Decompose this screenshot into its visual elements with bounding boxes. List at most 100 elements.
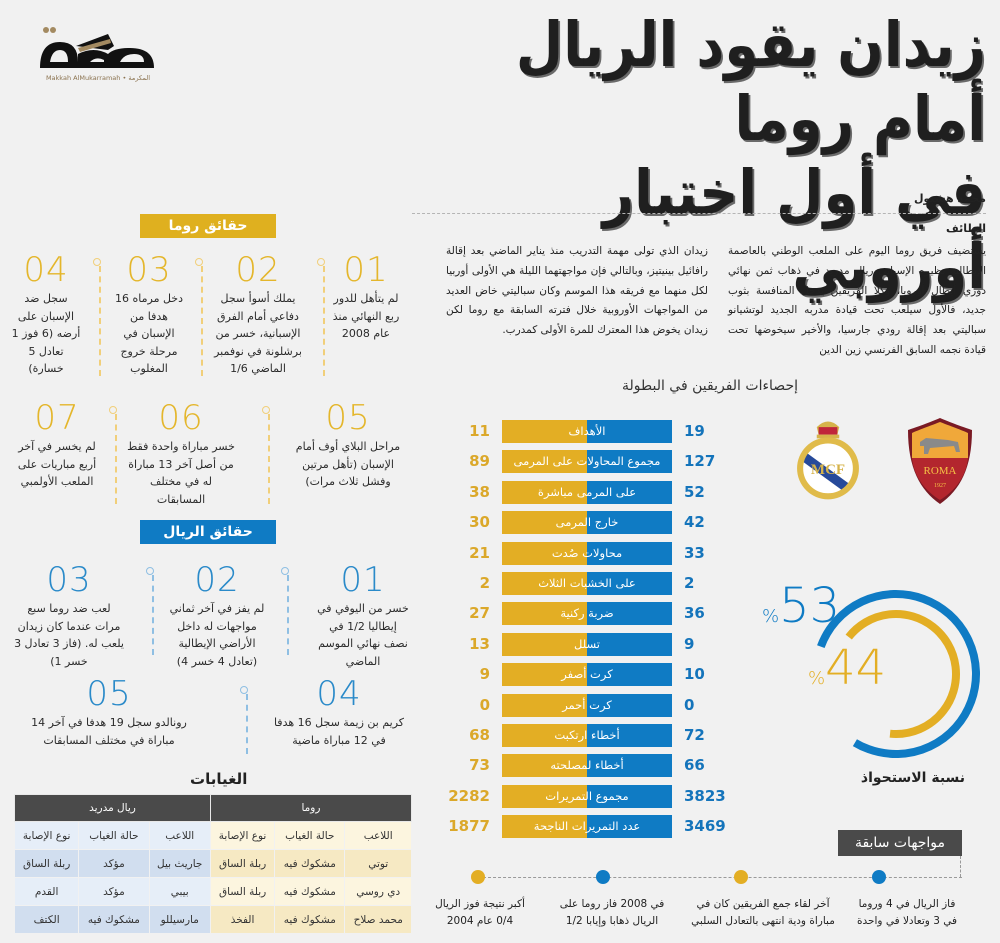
logo-tagline: Makkah AlMukarramah • المكرمة [45,74,151,82]
article-column-2: زيدان الذي تولى مهمة التدريب منذ يناير ا… [446,245,708,337]
stat-row: كرت أصفر 10 9 [0,663,1000,687]
fact-number: 04 [23,250,69,290]
stat-bar [502,602,672,626]
stat-bar [502,754,672,778]
previous-meeting-1: فاز الريال في 4 وروما في 3 وتعادلا في وا… [857,898,957,927]
stat-label: على المرمى مباشرة [537,484,637,499]
table-row: توتي مشكوك فيه ربلة الساق جاريث بيل مؤكد… [13,849,412,878]
timeline-pin [107,406,117,504]
connector-line [960,856,961,877]
roma-fact-01: 01 لم يتأهل للدور ربع النهائي منذ عام 20… [326,252,406,343]
table-cell: ربلة الساق [209,877,276,906]
table-cell: الفخذ [209,905,276,934]
stat-value-roma: 36 [684,604,705,623]
table-cell: ربلة الساق [13,849,80,878]
possession-label: نسبة الاستحواذ [860,770,966,786]
stat-label: أخطاء ارتكبت [554,728,620,742]
fact-text: لم يفز في آخر ثماني مواجهات له داخل الأر… [169,602,265,668]
fact-text: رونالدو سجل 19 هدفا في آخر 14 مباراة في … [31,716,187,747]
column-header: حالة الغياب [78,821,150,850]
stat-label: تسلل [574,636,600,651]
fact-text: دخل مرماه 16 هدفا من الإسبان في مرحلة خر… [115,292,183,375]
table-cell: مؤكد [78,849,150,878]
stat-row: مجموع التمريرات 3823 2282 [0,784,1000,808]
stat-label: ضربة ركنية [560,606,614,621]
timeline-pin [315,258,325,376]
stat-bar [502,693,672,717]
roma-fact-02: 02 يملك أسوأ سجل دفاعي أمام الفرق الإسبا… [212,252,304,378]
fact-text: خسر من اليوفي في إيطاليا 1/2 في نصف نهائ… [317,602,409,668]
possession-real: %44 [808,640,886,696]
stat-value-roma: 52 [684,482,705,501]
real-fact-05: 05 رونالدو سجل 19 هدفا في آخر 14 مباراة … [20,676,198,749]
stat-bar [502,663,672,687]
previous-meeting-4: أكبر نتيجة فوز الريال 0/4 عام 2004 [435,898,525,927]
stat-value-roma: 72 [684,726,705,744]
table-cell: القدم [13,877,80,906]
fact-text: خسر مباراة واحدة فقط من أصل آخر 13 مبارا… [127,440,235,506]
stat-value-real: 21 [469,543,490,562]
possession-chart [812,590,980,758]
timeline-dot [471,870,485,884]
roma-fact-06: 06 خسر مباراة واحدة فقط من أصل آخر 13 مب… [126,400,236,508]
roma-fact-07: 07 لم يخسر في آخر أربع مباريات على الملع… [8,400,106,491]
stat-bar [502,420,672,443]
makkah-logo [40,27,154,68]
stat-label: مجموع التمريرات [545,788,629,803]
timeline-line [478,877,962,878]
timeline-pin [238,686,248,754]
absences-title: الغيابات [190,770,248,788]
stat-row: خارج المرمى 42 30 [0,511,1000,535]
stat-value-roma: 66 [684,756,705,775]
stat-bar [502,724,672,747]
previous-meeting-3: في 2008 فاز روما على الريال ذهابا وإيابا… [559,898,665,927]
fact-text: سجل ضد الإسبان على أرضه (6 فوز 1 تعادل 5… [11,292,81,375]
stat-value-real: 73 [469,756,490,775]
possession-roma: %53 [762,578,840,634]
headline: زيدان يقود الريال أمام روما في أول اختبا… [405,8,987,304]
stat-label: كرت أحمر [562,697,612,712]
table-header-row: اللاعب حالة الغياب نوع الإصابة اللاعب حا… [13,821,412,850]
stat-label: الأهداف [568,424,606,438]
stat-row: أخطاء ارتكبت 72 68 [0,724,1000,747]
percent-sign: % [808,668,826,689]
stat-value-roma: 3469 [684,817,726,836]
stat-value-real: 38 [469,482,490,501]
fact-text: مراحل البلاي أوف أمام الإسبان (تأهل مرتي… [295,440,401,488]
table-cell: بيبي [148,877,211,906]
possession-real-value: 44 [825,640,887,696]
stat-value-roma: 2 [684,574,695,592]
previous-meetings-banner: مواجهات سابقة [838,830,962,856]
fact-number: 02 [194,560,240,600]
table-row: محمد صلاح مشكوك فيه الفخذ مارسيللو مشكوك… [13,905,412,934]
stat-value-roma: 10 [684,665,705,684]
table-cell: مشكوك فيه [274,877,346,906]
timeline-dot [596,870,610,884]
fact-text: لعب ضد روما سبع مرات عندما كان زيدان يلع… [14,602,124,668]
stat-bar [502,450,672,474]
previous-meeting-2: آخر لقاء جمع الفريقين كان في مباراة ودية… [691,898,835,927]
table-cell: مشكوك فيه [274,849,346,878]
stat-value-real: 2282 [448,786,490,805]
real-madrid-crest-icon: MCF [797,421,859,500]
stat-row: مجموع المحاولات على المرمى 127 89 [0,450,1000,474]
stat-value-real: 68 [469,726,490,744]
fact-text: لم يتأهل للدور ربع النهائي منذ عام 2008 [332,292,400,340]
stat-label: مجموع المحاولات على المرمى [513,454,661,469]
stat-row: ضربة ركنية 36 27 [0,602,1000,626]
roma-crest-year: 1927 [934,483,946,489]
table-cell: جاريث بيل [148,849,211,878]
table-cell: دي روسي [344,877,412,906]
fact-number: 02 [235,250,281,290]
table-row: دي روسي مشكوك فيه ربلة الساق بيبي مؤكد ا… [13,877,412,906]
stat-label: على الخشبات الثلاث [538,576,636,590]
stat-bar [502,511,672,535]
absences-table: روما ريال مدريد اللاعب حالة الغياب نوع ا… [13,794,413,934]
fact-number: 04 [316,674,362,714]
column-header: اللاعب [148,821,211,850]
team-header-roma: روما [209,794,413,822]
fact-number: 03 [126,250,172,290]
real-fact-01: 01 خسر من اليوفي في إيطاليا 1/2 في نصف ن… [316,562,410,670]
fact-text: كريم بن زيمة سجل 16 هدفا في 12 مباراة ما… [273,716,405,747]
table-cell: مشكوك فيه [274,905,346,934]
